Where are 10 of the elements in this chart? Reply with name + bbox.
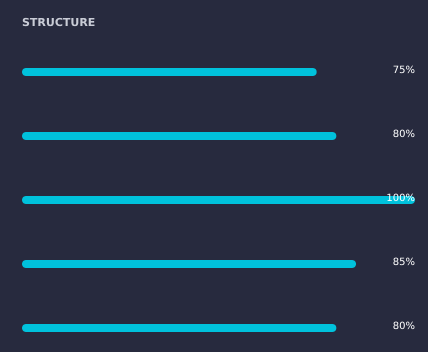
- bar: [22, 324, 336, 332]
- data-label: 80%: [392, 321, 415, 332]
- data-label: 100%: [386, 193, 415, 204]
- data-label: 80%: [392, 129, 415, 140]
- bar: [22, 68, 317, 76]
- chart-title: STRUCTURE: [22, 16, 96, 29]
- bar: [22, 132, 336, 140]
- bar: [22, 260, 356, 268]
- data-label: 85%: [392, 257, 415, 268]
- data-label: 75%: [392, 65, 415, 76]
